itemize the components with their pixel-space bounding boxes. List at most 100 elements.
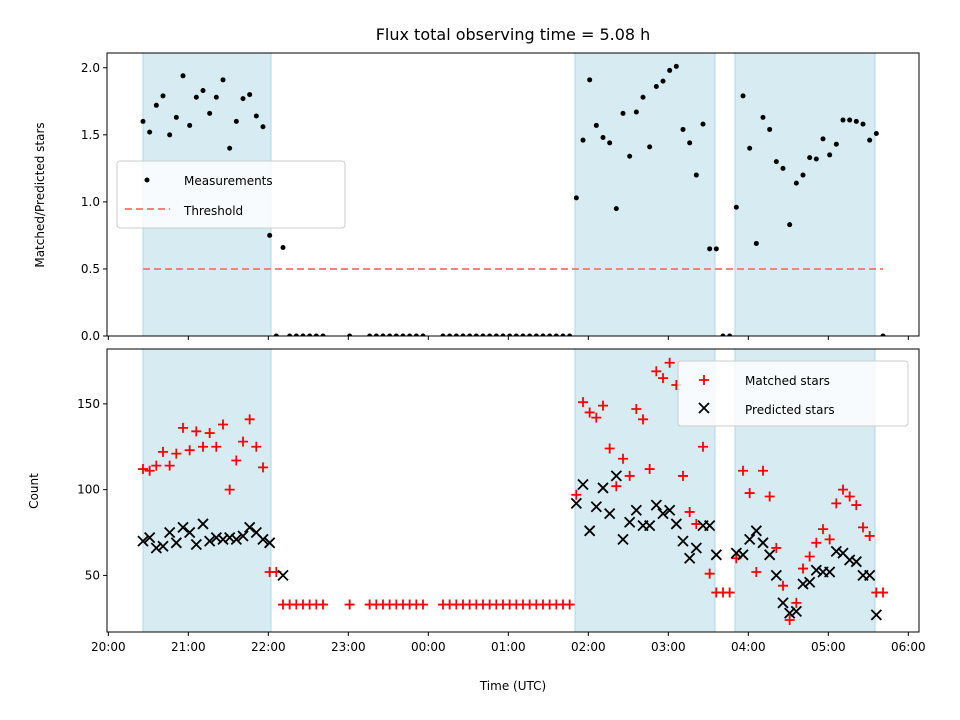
measurement-point bbox=[753, 240, 759, 246]
matched-stars-point bbox=[344, 599, 355, 610]
measurement-point bbox=[207, 110, 213, 116]
measurement-point bbox=[313, 333, 319, 336]
predicted-stars-point bbox=[144, 532, 156, 544]
matched-stars-point bbox=[644, 464, 655, 475]
matched-stars-point bbox=[198, 441, 208, 452]
legend-predicted-label: Predicted stars bbox=[745, 403, 835, 417]
measurement-point bbox=[867, 137, 873, 143]
predicted-stars-point bbox=[277, 569, 289, 582]
measurement-point bbox=[707, 246, 713, 252]
matched-stars-point bbox=[624, 470, 635, 481]
x-tick-label: 06:00 bbox=[891, 640, 926, 654]
x-tick-label: 22:00 bbox=[251, 640, 286, 654]
measurement-point bbox=[733, 204, 739, 210]
top-legend: Measurements Threshold bbox=[116, 160, 346, 229]
matched-stars-point bbox=[578, 397, 588, 408]
measurement-point bbox=[560, 333, 566, 336]
top-axes-frame bbox=[106, 52, 920, 337]
measurement-point bbox=[440, 333, 446, 336]
measurement-point bbox=[493, 333, 499, 336]
matched-stars-point bbox=[564, 599, 575, 610]
measurement-point bbox=[267, 232, 273, 238]
x-tick-label: 21:00 bbox=[171, 640, 206, 654]
matched-stars-point bbox=[591, 412, 602, 423]
predicted-stars-point bbox=[657, 508, 669, 520]
predicted-stars-point bbox=[777, 597, 789, 609]
matched-stars-point bbox=[771, 542, 782, 553]
measurement-point bbox=[660, 78, 666, 84]
measurement-point bbox=[280, 244, 286, 250]
measurement-point bbox=[720, 333, 726, 336]
matched-stars-point bbox=[851, 500, 862, 511]
measurement-point bbox=[647, 144, 653, 150]
x-tick-label: 01:00 bbox=[491, 640, 526, 654]
matched-stars-point bbox=[704, 568, 715, 579]
matched-stars-point bbox=[758, 465, 768, 476]
predicted-stars-point bbox=[770, 569, 782, 582]
x-axis-label: Time (UTC) bbox=[479, 679, 546, 693]
bottom-y-axis-label: Count bbox=[27, 473, 41, 509]
x-tick-label: 00:00 bbox=[411, 640, 446, 654]
predicted-stars-point bbox=[744, 533, 756, 546]
matched-stars-point bbox=[571, 489, 582, 500]
predicted-stars-point bbox=[210, 532, 222, 544]
predicted-stars-point bbox=[197, 518, 209, 530]
predicted-stars-point bbox=[204, 535, 216, 547]
predicted-stars-point bbox=[264, 537, 276, 549]
predicted-stars-point bbox=[844, 554, 856, 566]
matched-stars-point bbox=[158, 446, 168, 457]
measurement-point bbox=[453, 333, 459, 336]
measurement-point bbox=[653, 84, 659, 90]
predicted-stars-point bbox=[810, 564, 822, 576]
chart-title: Flux total observing time = 5.08 h bbox=[376, 25, 651, 44]
matched-stars-point bbox=[738, 465, 748, 476]
measurement-point bbox=[300, 333, 306, 336]
predicted-stars-point bbox=[170, 537, 182, 549]
measurement-point bbox=[727, 333, 733, 336]
measurement-point bbox=[260, 124, 266, 130]
predicted-stars-point bbox=[830, 545, 842, 558]
matched-stars-point bbox=[244, 414, 255, 425]
measurement-point bbox=[273, 333, 279, 336]
legend-matched-label: Matched stars bbox=[745, 374, 830, 388]
measurement-point bbox=[587, 77, 593, 83]
matched-stars-point bbox=[744, 488, 755, 499]
measurement-point bbox=[307, 333, 313, 336]
predicted-stars-point bbox=[257, 533, 269, 546]
predicted-stars-point bbox=[624, 516, 636, 528]
measurement-point bbox=[847, 117, 853, 123]
matched-stars-point bbox=[618, 453, 628, 464]
x-tick-label: 02:00 bbox=[571, 640, 606, 654]
measurement-point bbox=[187, 122, 193, 128]
predicted-stars-point bbox=[157, 540, 169, 552]
legend-threshold-label: Threshold bbox=[183, 204, 243, 218]
predicted-stars-point bbox=[704, 520, 716, 532]
measurement-point bbox=[787, 222, 793, 228]
matched-stars-point bbox=[218, 419, 228, 430]
measurement-point bbox=[553, 333, 559, 336]
bottom-axes-frame bbox=[106, 348, 920, 633]
matched-stars-point bbox=[691, 518, 702, 529]
measurement-point bbox=[513, 333, 519, 336]
predicted-stars-point bbox=[584, 525, 596, 537]
predicted-stars-point bbox=[597, 482, 609, 494]
bottom-y-tick-label: 50 bbox=[85, 568, 100, 582]
matched-stars-point bbox=[178, 422, 188, 433]
predicted-stars-point bbox=[577, 478, 589, 491]
matched-stars-point bbox=[651, 366, 662, 377]
measurement-point bbox=[160, 93, 166, 99]
matched-stars-point bbox=[258, 462, 268, 473]
measurement-point bbox=[747, 145, 753, 151]
measurement-point bbox=[413, 333, 419, 336]
matched-stars-point bbox=[151, 460, 162, 471]
matched-stars-point bbox=[698, 441, 708, 452]
legend-box bbox=[116, 160, 346, 229]
measurement-point bbox=[200, 88, 206, 94]
measurement-point bbox=[600, 134, 606, 140]
predicted-stars-point bbox=[664, 504, 676, 516]
matched-stars-point bbox=[864, 530, 875, 541]
matched-stars-point bbox=[664, 357, 675, 368]
legend-predicted-marker bbox=[698, 402, 710, 414]
measurement-point bbox=[807, 155, 813, 161]
measurement-point bbox=[347, 333, 353, 336]
